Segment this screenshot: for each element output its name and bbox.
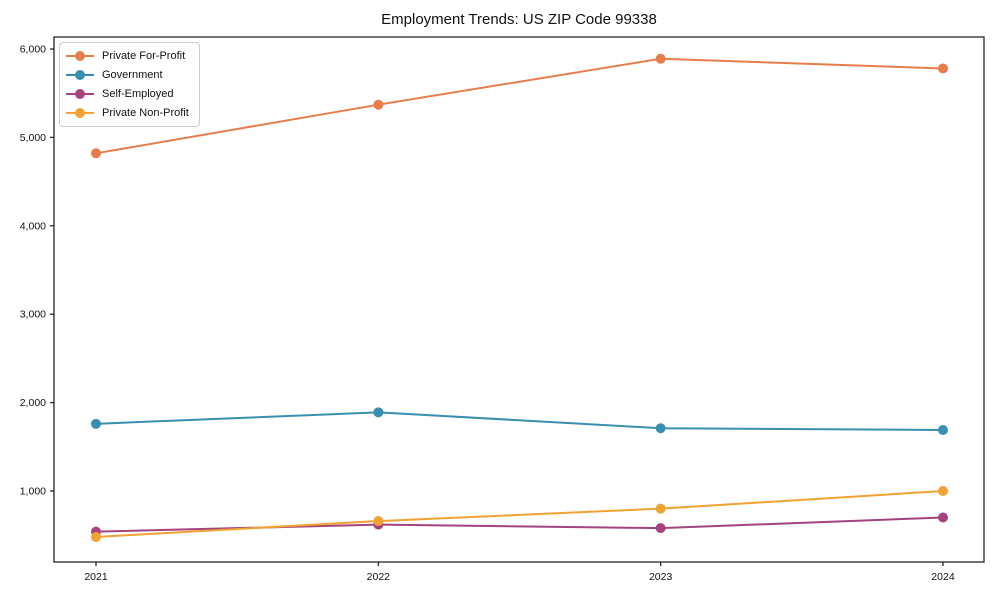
data-point-government — [373, 407, 384, 418]
legend-item-self-employed: Self-Employed — [66, 88, 191, 100]
legend-marker-icon — [66, 108, 94, 118]
legend-item-private-for-profit: Private For-Profit — [66, 50, 191, 62]
y-tick-label: 1,000 — [20, 486, 46, 498]
legend-item-government: Government — [66, 69, 191, 81]
series-line-private-non-profit — [95, 490, 944, 538]
chart-title: Employment Trends: US ZIP Code 99338 — [381, 11, 657, 28]
x-tick-label: 2021 — [84, 571, 108, 583]
y-tick-label: 3,000 — [20, 309, 46, 321]
data-point-private-for-profit — [937, 63, 948, 74]
data-point-self-employed — [655, 523, 666, 534]
y-tick-label: 6,000 — [20, 44, 46, 56]
data-point-self-employed — [937, 512, 948, 523]
data-point-private-for-profit — [373, 99, 384, 110]
legend: Private For-Profit Government Self-Employe… — [59, 42, 200, 127]
legend-label: Government — [102, 69, 163, 81]
legend-label: Self-Employed — [102, 88, 174, 100]
data-point-private-non-profit — [91, 531, 101, 542]
legend-marker-icon — [66, 51, 94, 61]
x-tick-label: 2024 — [931, 571, 955, 583]
x-tick-label: 2023 — [649, 571, 673, 583]
data-point-private-for-profit — [91, 148, 101, 159]
legend-label: Private For-Profit — [102, 50, 186, 62]
data-point-private-non-profit — [655, 503, 666, 514]
series-line-private-for-profit — [95, 57, 944, 155]
data-point-private-non-profit — [373, 516, 384, 527]
legend-marker-icon — [66, 70, 94, 80]
data-point-government — [937, 425, 948, 436]
y-tick-label: 2,000 — [20, 397, 46, 409]
series-line-government — [95, 411, 943, 432]
data-point-government — [655, 423, 666, 434]
y-tick-label: 4,000 — [20, 220, 46, 232]
data-point-government — [91, 418, 101, 429]
legend-marker-icon — [66, 89, 94, 99]
data-point-private-non-profit — [937, 486, 948, 496]
plot-border — [53, 36, 985, 563]
data-point-private-for-profit — [655, 53, 666, 64]
legend-item-private-non-profit: Private Non-Profit — [66, 107, 191, 119]
legend-label: Private Non-Profit — [102, 107, 189, 119]
x-tick-label: 2022 — [367, 571, 391, 583]
y-tick-label: 5,000 — [20, 132, 46, 144]
